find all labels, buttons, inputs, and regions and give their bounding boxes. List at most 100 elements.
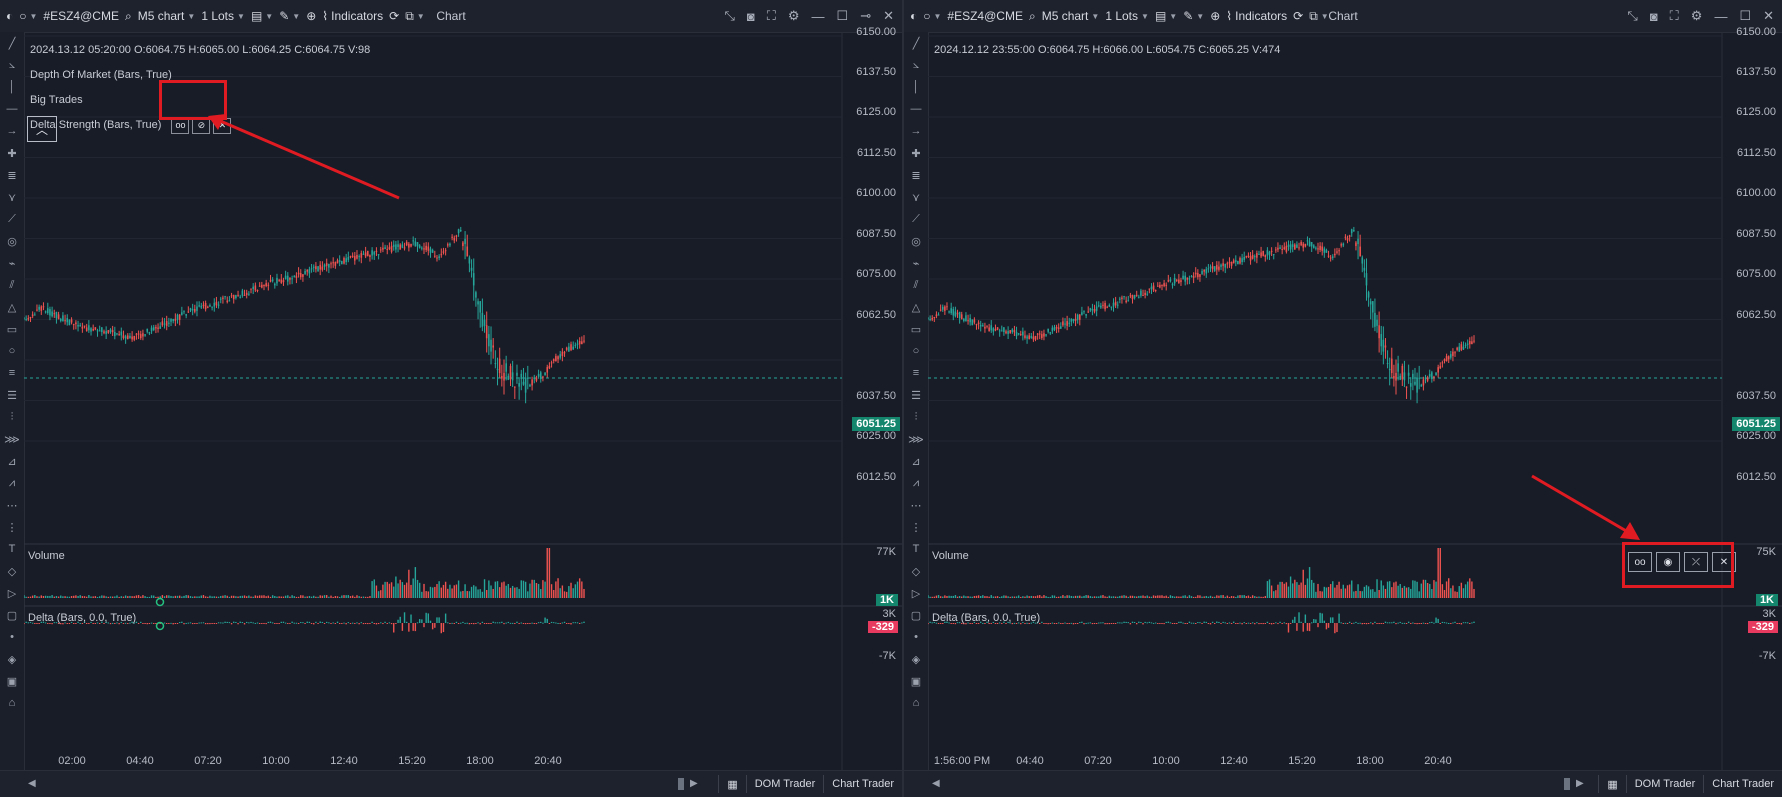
close-icon[interactable]: ✕: [1712, 552, 1736, 572]
fib-ext-icon[interactable]: ☰: [7, 389, 17, 402]
settings-icon[interactable]: oo: [1628, 552, 1652, 572]
spiral-icon[interactable]: ◎: [7, 235, 17, 248]
collapse-icon[interactable]: ⤫: [1684, 552, 1708, 572]
magnet-icon[interactable]: ◈: [911, 653, 921, 666]
text-icon[interactable]: T: [912, 543, 920, 555]
levels-icon[interactable]: ⫶: [914, 410, 918, 423]
camera-icon[interactable]: ◙: [746, 8, 755, 24]
dots-icon[interactable]: ⋯: [910, 499, 922, 512]
legend-big-trades[interactable]: Big Trades: [30, 94, 83, 106]
ray-icon[interactable]: →: [910, 125, 922, 137]
scroll-right-icon[interactable]: ▶: [1576, 778, 1584, 789]
timeframe-selector[interactable]: M5 chart ▼: [1041, 9, 1100, 23]
circle-icon[interactable]: ○: [912, 345, 920, 357]
lock-icon[interactable]: ▣: [910, 675, 922, 688]
horizontal-line-icon[interactable]: —: [6, 103, 18, 115]
spiral-icon[interactable]: ◎: [911, 235, 921, 248]
chevron-up-icon[interactable]: ︿: [27, 116, 57, 142]
pitchfork-icon[interactable]: ⋎: [7, 191, 17, 204]
vertical-line-icon[interactable]: │: [912, 81, 920, 93]
eraser-icon[interactable]: ⌂: [912, 697, 920, 709]
text-icon[interactable]: T: [8, 543, 16, 555]
legend-delta-strength[interactable]: Delta Strength (Bars, True) oo ⊘ ✕: [30, 113, 370, 138]
maximize-icon[interactable]: ☐: [836, 8, 849, 23]
symbol-selector[interactable]: #ESZ4@CME: [43, 9, 119, 23]
callout-icon[interactable]: ▷: [7, 587, 17, 600]
note-icon[interactable]: ▢: [910, 609, 922, 622]
ruler-icon[interactable]: ⌁: [912, 257, 920, 270]
projection-icon[interactable]: ⊿: [911, 455, 921, 468]
scrollbar-thumb[interactable]: [678, 778, 684, 790]
search-icon[interactable]: ⌕: [1028, 8, 1036, 23]
levels-icon[interactable]: ⫶: [10, 410, 14, 423]
app-logo-icon[interactable]: ◐: [6, 9, 14, 23]
cursor-icon[interactable]: ╱: [8, 37, 16, 50]
ruler-icon[interactable]: ⌁: [8, 257, 16, 270]
pencil-icon[interactable]: ✎ ▼: [279, 9, 301, 23]
symbol-selector[interactable]: #ESZ4@CME: [947, 9, 1023, 23]
gear-icon[interactable]: ⚙: [1690, 8, 1703, 23]
gear-icon[interactable]: ⚙: [787, 8, 800, 23]
parallel-icon[interactable]: ⫽: [913, 278, 919, 291]
dots-vertical-icon[interactable]: ⋮: [6, 521, 18, 534]
cursor-icon[interactable]: ╱: [912, 37, 920, 50]
indicators-button[interactable]: ⌇ Indicators: [322, 9, 384, 23]
close-icon[interactable]: ✕: [1763, 8, 1774, 23]
fan-icon[interactable]: ⟋: [912, 212, 920, 225]
tag-icon[interactable]: ◇: [911, 565, 921, 578]
legend-dom[interactable]: Depth Of Market (Bars, True): [30, 69, 172, 81]
crosshair-icon[interactable]: ⤡: [1627, 8, 1638, 23]
pitchfork-icon[interactable]: ⋎: [911, 191, 921, 204]
minimize-icon[interactable]: —: [1714, 8, 1728, 24]
circle-icon[interactable]: ○: [8, 345, 16, 357]
eye-icon[interactable]: ◉: [1656, 552, 1680, 572]
rectangle-icon[interactable]: ▭: [910, 323, 922, 336]
chart-area[interactable]: 2024.13.12 05:20:00 O:6064.75 H:6065.00 …: [24, 26, 902, 771]
chart-trader-button[interactable]: Chart Trader: [1703, 775, 1782, 793]
pencil-icon[interactable]: ✎ ▼: [1183, 9, 1205, 23]
templates-icon[interactable]: ⟳: [389, 9, 400, 23]
pattern-icon[interactable]: ⩘: [912, 476, 920, 489]
timeframe-selector[interactable]: M5 chart ▼: [137, 9, 196, 23]
link-circle-icon[interactable]: ○ ▼: [923, 9, 942, 23]
zoom-icon[interactable]: ⊕: [306, 9, 317, 23]
trendline-icon[interactable]: ⦣: [912, 58, 920, 71]
fullscreen-icon[interactable]: ⛶: [766, 8, 776, 23]
bullet-icon[interactable]: •: [914, 631, 918, 643]
lock-icon[interactable]: ▣: [6, 675, 18, 688]
ray-icon[interactable]: →: [6, 125, 18, 137]
gann-icon[interactable]: ⋙: [4, 433, 20, 446]
eraser-icon[interactable]: ⌂: [8, 697, 16, 709]
layout-icon[interactable]: ⧉ ▼: [1309, 8, 1329, 23]
dots-icon[interactable]: ⋯: [6, 499, 18, 512]
chart-type-icon[interactable]: ▤ ▼: [1154, 9, 1178, 23]
maximize-icon[interactable]: ☐: [1739, 8, 1752, 23]
tag-icon[interactable]: ◇: [7, 565, 17, 578]
trendline-icon[interactable]: ⦣: [8, 58, 16, 71]
templates-icon[interactable]: ⟳: [1293, 9, 1304, 23]
vertical-line-icon[interactable]: │: [8, 81, 16, 93]
chart-trader-button[interactable]: Chart Trader: [823, 775, 902, 793]
chart-type-icon[interactable]: ▤ ▼: [250, 9, 274, 23]
fib-icon[interactable]: ≡: [8, 367, 16, 379]
callout-icon[interactable]: ▷: [911, 587, 921, 600]
zoom-icon[interactable]: ⊕: [1210, 9, 1221, 23]
fib-icon[interactable]: ≡: [912, 367, 920, 379]
link-circle-icon[interactable]: ○ ▼: [19, 9, 38, 23]
dom-trader-button[interactable]: DOM Trader: [1625, 775, 1704, 793]
note-icon[interactable]: ▢: [6, 609, 18, 622]
crosshair-icon[interactable]: ⤡: [724, 8, 735, 23]
close-icon[interactable]: ✕: [883, 8, 894, 23]
calendar-icon[interactable]: ▦: [718, 775, 745, 793]
indicators-button[interactable]: ⌇ Indicators: [1226, 9, 1288, 23]
scroll-left-icon[interactable]: ◀: [28, 778, 36, 789]
triangle-icon[interactable]: △: [7, 301, 17, 314]
fullscreen-icon[interactable]: ⛶: [1669, 8, 1679, 23]
scroll-left-icon[interactable]: ◀: [932, 778, 940, 789]
magnet-icon[interactable]: ◈: [7, 653, 17, 666]
minimize-icon[interactable]: —: [811, 8, 825, 24]
channel-icon[interactable]: ≣: [911, 169, 921, 182]
fan-icon[interactable]: ⟋: [8, 212, 16, 225]
pattern-icon[interactable]: ⩘: [8, 476, 16, 489]
chart-area[interactable]: 2024.12.12 23:55:00 O:6064.75 H:6066.00 …: [928, 26, 1782, 771]
